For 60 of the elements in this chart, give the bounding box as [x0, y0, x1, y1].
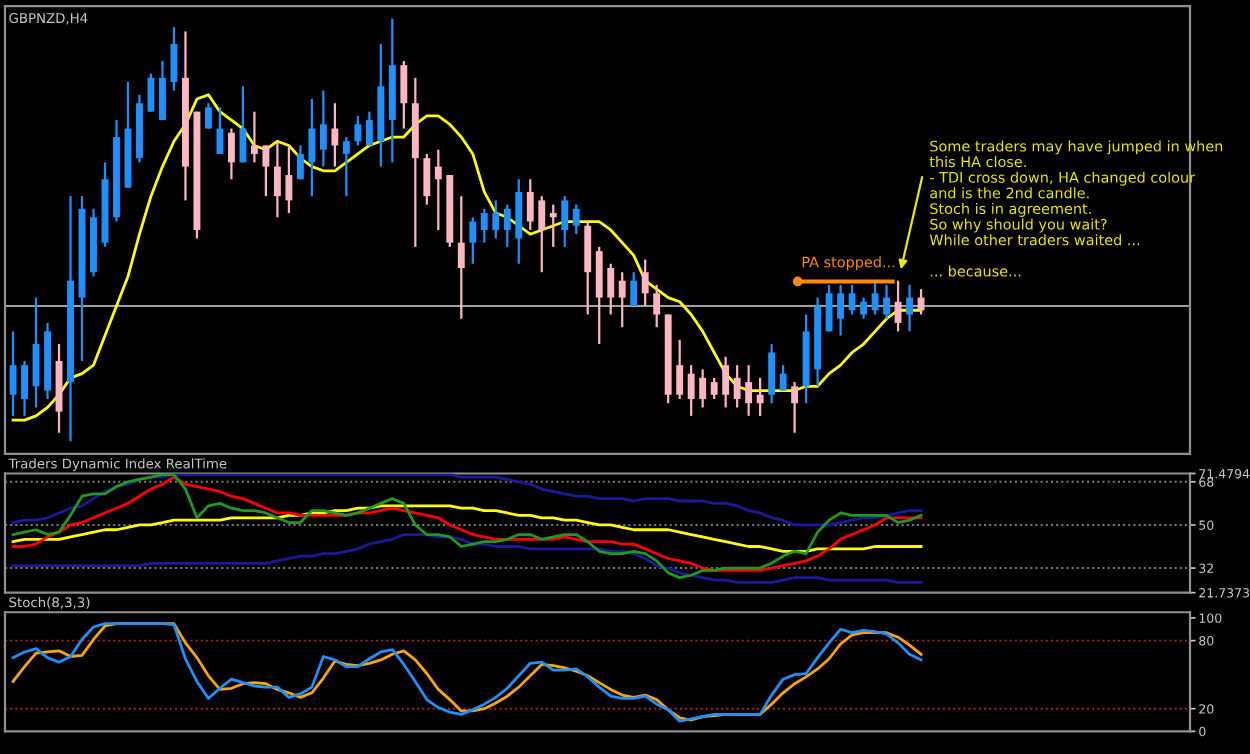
candlestick — [365, 110, 373, 147]
candlestick — [227, 127, 235, 181]
candlestick — [699, 368, 707, 409]
candlestick — [630, 271, 638, 308]
candlestick — [250, 110, 258, 164]
candlestick — [549, 203, 557, 248]
candlestick — [21, 359, 28, 417]
candlestick — [860, 296, 868, 320]
line-series — [11, 473, 923, 527]
candlestick — [273, 140, 281, 219]
candlestick — [710, 376, 718, 401]
candlestick — [515, 178, 523, 265]
candlestick — [779, 364, 787, 392]
candlestick — [837, 283, 845, 337]
candlestick — [641, 258, 649, 308]
candlestick — [687, 364, 695, 417]
candlestick — [733, 364, 741, 409]
candlestick — [756, 376, 764, 417]
candlestick — [319, 89, 327, 168]
candlestick — [825, 283, 833, 333]
candlestick — [538, 195, 546, 274]
candlestick — [434, 148, 442, 232]
candlestick — [745, 364, 753, 417]
candlestick — [894, 279, 902, 333]
candlestick — [618, 271, 626, 329]
candlestick — [216, 106, 224, 156]
candlestick — [906, 283, 913, 333]
candlestick — [595, 245, 603, 346]
candlestick — [791, 380, 799, 434]
candlestick — [676, 338, 684, 401]
line-series — [11, 504, 923, 553]
candlestick — [572, 203, 580, 236]
candlestick — [308, 97, 316, 198]
candlestick — [871, 279, 879, 316]
candlestick — [204, 102, 212, 130]
candlestick — [262, 144, 270, 198]
candlestick — [584, 220, 592, 316]
candlestick — [480, 207, 488, 244]
candlestick — [848, 283, 856, 316]
candlestick — [159, 59, 166, 122]
candlestick — [331, 102, 339, 168]
candlestick — [469, 216, 477, 265]
candlestick — [457, 195, 465, 320]
candlestick — [285, 144, 293, 215]
candlestick — [342, 135, 350, 198]
candlestick — [768, 342, 776, 405]
candlestick — [607, 262, 615, 316]
candlestick — [239, 85, 247, 164]
line-series — [11, 533, 923, 584]
candlestick — [492, 199, 500, 240]
candlestick — [503, 203, 511, 248]
candlestick — [354, 114, 362, 147]
candlestick — [526, 178, 534, 232]
candlestick — [561, 195, 569, 248]
candlestick — [722, 355, 730, 409]
candlestick — [400, 59, 408, 130]
candlestick — [423, 152, 431, 206]
candlestick — [296, 144, 304, 181]
candlestick — [883, 283, 891, 320]
candlestick — [653, 283, 661, 329]
